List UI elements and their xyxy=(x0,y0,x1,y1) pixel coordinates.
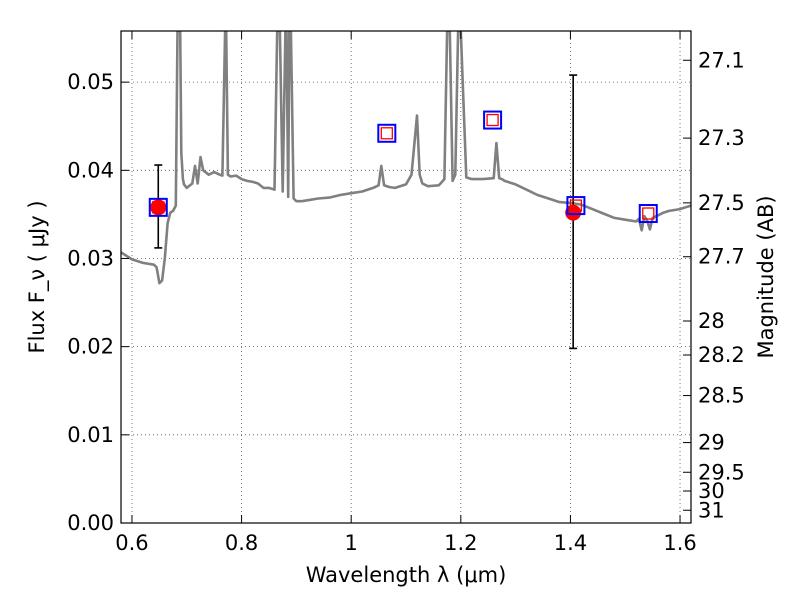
observed-point xyxy=(150,199,167,216)
model-point-inner xyxy=(486,113,499,127)
y2-tick-label: 27.7 xyxy=(698,245,745,269)
y-tick-label: 0.00 xyxy=(67,511,114,535)
observed-points xyxy=(150,199,582,221)
y-tick-label: 0.02 xyxy=(67,335,114,359)
x-tick-label: 1.4 xyxy=(554,531,587,555)
y-tick-label: 0.01 xyxy=(67,423,114,447)
x-tick-label: 1 xyxy=(345,531,358,555)
x-tick-label: 1.2 xyxy=(444,531,477,555)
y2-tick-label: 28 xyxy=(698,309,725,333)
plot-area xyxy=(121,31,691,350)
model-point-box xyxy=(377,123,397,143)
y-tick-label: 0.05 xyxy=(67,70,114,94)
y2-tick-label: 27.1 xyxy=(698,48,745,72)
x-tick-label: 1.6 xyxy=(663,531,696,555)
plot-frame xyxy=(120,30,692,524)
observed-point xyxy=(565,204,582,221)
model-point-box xyxy=(483,110,503,130)
y2-tick-label: 27.5 xyxy=(698,191,745,215)
y2-tick-label: 30 xyxy=(698,479,725,503)
y2-tick-label: 28.2 xyxy=(698,343,745,367)
model-point-box xyxy=(148,197,168,217)
y2-tick-label: 31 xyxy=(698,498,725,522)
x-tick-label: 0.6 xyxy=(115,531,148,555)
plot-background xyxy=(121,31,691,523)
model-point-inner xyxy=(569,199,583,212)
axis-ticks: 0.6 0.8 1 1.2 1.4 1.6 0.00 0.01 0.02 0.03 0.04 0.05… xyxy=(67,31,745,555)
y-tick-label: 0.03 xyxy=(67,246,114,270)
y2-axis-label: Magnitude (AB) xyxy=(754,195,778,358)
model-point-inner xyxy=(642,207,655,220)
y-tick-label: 0.04 xyxy=(67,158,114,182)
model-point-box xyxy=(566,196,586,216)
model-point-box xyxy=(638,204,658,224)
y2-tick-label: 29.5 xyxy=(698,460,745,484)
model-point-inner xyxy=(152,201,165,214)
y2-tick-label: 29 xyxy=(698,431,725,455)
y2-tick-label: 28.5 xyxy=(698,384,745,408)
y-axis-label: Flux F_ν ( μJy ) xyxy=(25,200,50,353)
model-photometry-points xyxy=(148,110,658,224)
x-axis-label: Wavelength λ (μm) xyxy=(306,563,507,587)
x-tick-label: 0.8 xyxy=(225,531,258,555)
model-point-inner xyxy=(380,127,393,140)
y2-tick-label: 27.3 xyxy=(698,126,745,150)
